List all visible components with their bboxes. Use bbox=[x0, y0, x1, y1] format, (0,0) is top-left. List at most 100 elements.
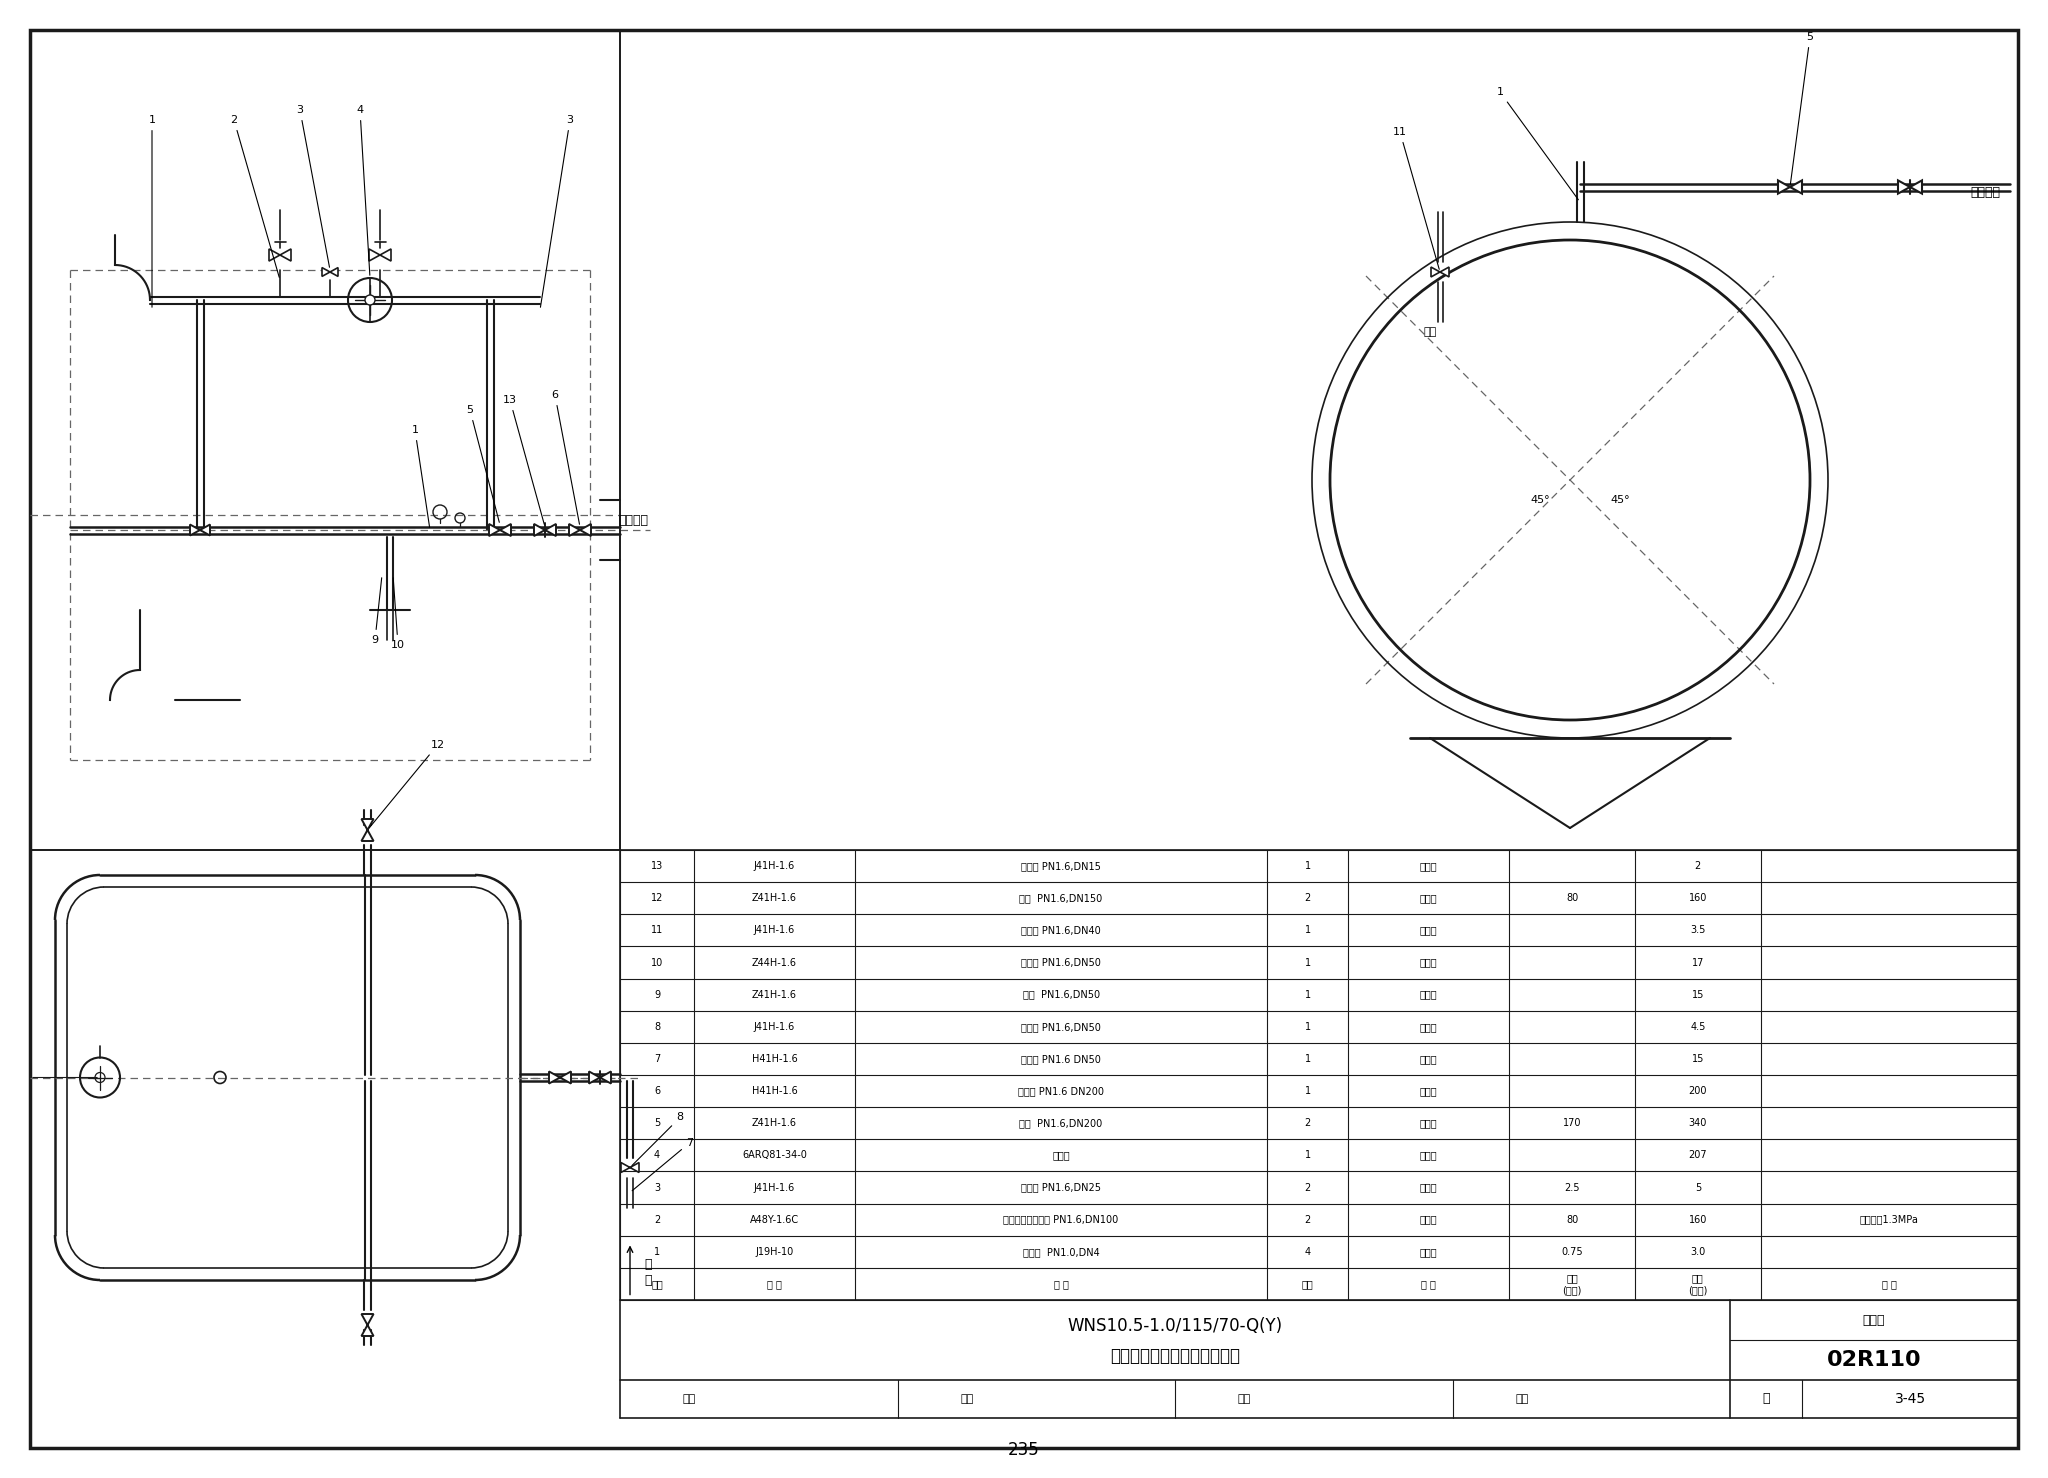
Text: 1: 1 bbox=[1305, 1054, 1311, 1064]
Text: 0.75: 0.75 bbox=[1561, 1247, 1583, 1256]
Text: 6: 6 bbox=[551, 390, 580, 525]
Text: 11: 11 bbox=[651, 925, 664, 936]
Text: 截止阀 PN1.6,DN50: 截止阀 PN1.6,DN50 bbox=[1022, 1021, 1102, 1032]
Text: 5: 5 bbox=[1790, 33, 1812, 185]
Text: 材 料: 材 料 bbox=[1421, 1278, 1436, 1289]
Text: 1: 1 bbox=[653, 1247, 659, 1256]
Text: J19H-10: J19H-10 bbox=[756, 1247, 795, 1256]
Text: H41H-1.6: H41H-1.6 bbox=[752, 1054, 797, 1064]
Text: 1: 1 bbox=[1305, 925, 1311, 936]
Text: 4: 4 bbox=[356, 105, 371, 275]
Text: Z41H-1.6: Z41H-1.6 bbox=[752, 990, 797, 999]
Text: 外购件: 外购件 bbox=[1419, 925, 1438, 936]
Polygon shape bbox=[600, 1072, 610, 1083]
Text: H41H-1.6: H41H-1.6 bbox=[752, 1086, 797, 1097]
Text: 外购件: 外购件 bbox=[1419, 990, 1438, 999]
Text: 2: 2 bbox=[653, 1215, 659, 1225]
Text: 外购件: 外购件 bbox=[1419, 1182, 1438, 1193]
Text: 闸阀  PN1.6,DN50: 闸阀 PN1.6,DN50 bbox=[1022, 990, 1100, 999]
Text: 止回阀 PN1.6 DN50: 止回阀 PN1.6 DN50 bbox=[1022, 1054, 1102, 1064]
Text: 1: 1 bbox=[1305, 1086, 1311, 1097]
Text: 15: 15 bbox=[1692, 990, 1704, 999]
Text: 4: 4 bbox=[1305, 1247, 1311, 1256]
Text: 6: 6 bbox=[653, 1086, 659, 1097]
Text: 10: 10 bbox=[651, 958, 664, 968]
Text: 9: 9 bbox=[371, 578, 381, 644]
Text: 80: 80 bbox=[1567, 1215, 1579, 1225]
Text: 6ARQ81-34-0: 6ARQ81-34-0 bbox=[741, 1150, 807, 1160]
Polygon shape bbox=[322, 268, 338, 276]
Text: 12: 12 bbox=[651, 893, 664, 903]
Text: 7: 7 bbox=[653, 1054, 659, 1064]
Text: 12: 12 bbox=[369, 740, 444, 828]
Polygon shape bbox=[590, 1072, 600, 1083]
Text: 1: 1 bbox=[1305, 862, 1311, 871]
Text: 4.5: 4.5 bbox=[1690, 1021, 1706, 1032]
Text: Z44H-1.6: Z44H-1.6 bbox=[752, 958, 797, 968]
Text: 页: 页 bbox=[1761, 1392, 1769, 1406]
Text: 7: 7 bbox=[633, 1138, 694, 1191]
Text: 弹簧全启式安全阀 PN1.6,DN100: 弹簧全启式安全阀 PN1.6,DN100 bbox=[1004, 1215, 1118, 1225]
Text: 17: 17 bbox=[1692, 958, 1704, 968]
Text: 3: 3 bbox=[653, 1182, 659, 1193]
Text: 集气罐: 集气罐 bbox=[1053, 1150, 1069, 1160]
Text: 1: 1 bbox=[1305, 1021, 1311, 1032]
Text: 5: 5 bbox=[1696, 1182, 1702, 1193]
Text: 热水出口: 热水出口 bbox=[1970, 186, 2001, 198]
Text: 13: 13 bbox=[504, 395, 545, 525]
Text: 三通阀  PN1.0,DN4: 三通阀 PN1.0,DN4 bbox=[1022, 1247, 1100, 1256]
Text: 5: 5 bbox=[467, 405, 500, 522]
Text: 2: 2 bbox=[231, 115, 279, 278]
Text: 8: 8 bbox=[653, 1021, 659, 1032]
Text: 200: 200 bbox=[1690, 1086, 1708, 1097]
Text: 外购件: 外购件 bbox=[1419, 1119, 1438, 1128]
Text: 外购件: 外购件 bbox=[1419, 1215, 1438, 1225]
Polygon shape bbox=[190, 525, 211, 535]
Polygon shape bbox=[268, 248, 291, 262]
Text: 外购件: 外购件 bbox=[1419, 1247, 1438, 1256]
Text: 2: 2 bbox=[1305, 1182, 1311, 1193]
Text: 10: 10 bbox=[391, 578, 406, 650]
Text: 170: 170 bbox=[1563, 1119, 1581, 1128]
Text: 3.5: 3.5 bbox=[1690, 925, 1706, 936]
Text: J41H-1.6: J41H-1.6 bbox=[754, 1021, 795, 1032]
Text: 3: 3 bbox=[541, 115, 573, 307]
Text: 设计: 设计 bbox=[1516, 1394, 1528, 1404]
Text: 160: 160 bbox=[1690, 893, 1708, 903]
Text: 5: 5 bbox=[653, 1119, 659, 1128]
Text: 外购件: 外购件 bbox=[1419, 862, 1438, 871]
Text: 3-45: 3-45 bbox=[1894, 1392, 1925, 1406]
Text: 外购件: 外购件 bbox=[1419, 893, 1438, 903]
Polygon shape bbox=[360, 1314, 373, 1336]
Text: 外购件: 外购件 bbox=[1419, 1150, 1438, 1160]
Text: 截止阀 PN1.6,DN25: 截止阀 PN1.6,DN25 bbox=[1022, 1182, 1102, 1193]
Text: 排污阀 PN1.6,DN50: 排污阀 PN1.6,DN50 bbox=[1022, 958, 1102, 968]
Polygon shape bbox=[535, 523, 545, 537]
Polygon shape bbox=[1911, 180, 1921, 194]
Text: 外购件: 外购件 bbox=[1419, 958, 1438, 968]
Polygon shape bbox=[1778, 180, 1802, 194]
Polygon shape bbox=[1432, 268, 1450, 276]
Text: 9: 9 bbox=[653, 990, 659, 999]
Text: WNS10.5-1.0/115/70-Q(Y): WNS10.5-1.0/115/70-Q(Y) bbox=[1067, 1317, 1282, 1335]
Text: 2: 2 bbox=[1305, 1215, 1311, 1225]
Text: 80: 80 bbox=[1567, 893, 1579, 903]
Polygon shape bbox=[489, 523, 512, 537]
Polygon shape bbox=[569, 523, 592, 537]
Text: 整定压力1.3MPa: 整定压力1.3MPa bbox=[1860, 1215, 1919, 1225]
Text: 图集号: 图集号 bbox=[1864, 1314, 1886, 1326]
Text: 2: 2 bbox=[1305, 893, 1311, 903]
Text: 1: 1 bbox=[150, 115, 156, 307]
Text: 数量: 数量 bbox=[1303, 1278, 1313, 1289]
Text: 泄放: 泄放 bbox=[1423, 327, 1436, 337]
Text: 代 号: 代 号 bbox=[768, 1278, 782, 1289]
Text: 备 注: 备 注 bbox=[1882, 1278, 1896, 1289]
Text: 外购件: 外购件 bbox=[1419, 1021, 1438, 1032]
Polygon shape bbox=[369, 248, 391, 262]
Text: 审核: 审核 bbox=[682, 1394, 696, 1404]
Text: 止回阀 PN1.6 DN200: 止回阀 PN1.6 DN200 bbox=[1018, 1086, 1104, 1097]
Polygon shape bbox=[621, 1163, 639, 1172]
Text: 外购件: 外购件 bbox=[1419, 1054, 1438, 1064]
Text: 截止阀 PN1.6,DN40: 截止阀 PN1.6,DN40 bbox=[1022, 925, 1102, 936]
Text: J41H-1.6: J41H-1.6 bbox=[754, 925, 795, 936]
